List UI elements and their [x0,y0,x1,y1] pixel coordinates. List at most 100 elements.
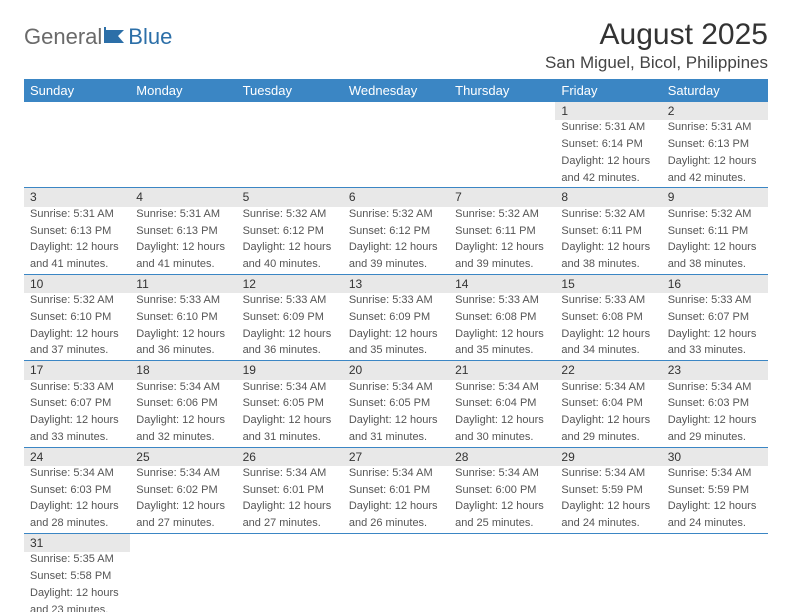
day-number: 7 [449,188,555,206]
sunrise-text: Sunrise: 5:34 AM [662,466,768,483]
sunrise-text: Sunrise: 5:32 AM [555,207,661,224]
calendar-cell: 14Sunrise: 5:33 AMSunset: 6:08 PMDayligh… [449,274,555,360]
day-number: 21 [449,361,555,379]
calendar-cell [237,102,343,188]
day-number: 31 [24,534,130,552]
sunset-text: Sunset: 6:10 PM [130,310,236,327]
brand-logo: General Blue [24,18,172,50]
day-number: 11 [130,275,236,293]
daylight2-text: and 27 minutes. [130,516,236,533]
weekday-header: Friday [555,79,661,102]
daylight1-text: Daylight: 12 hours [237,240,343,257]
daylight1-text: Daylight: 12 hours [449,240,555,257]
daylight2-text: and 31 minutes. [343,430,449,447]
sunrise-text: Sunrise: 5:33 AM [343,293,449,310]
daylight1-text: Daylight: 12 hours [343,240,449,257]
day-number: 30 [662,448,768,466]
day-number: 19 [237,361,343,379]
sunset-text: Sunset: 6:11 PM [662,224,768,241]
sunrise-text: Sunrise: 5:32 AM [237,207,343,224]
weekday-header: Sunday [24,79,130,102]
brand-part1: General [24,24,102,50]
calendar-cell: 31Sunrise: 5:35 AMSunset: 5:58 PMDayligh… [24,533,130,612]
day-number: 18 [130,361,236,379]
daylight2-text: and 37 minutes. [24,343,130,360]
daylight2-text: and 31 minutes. [237,430,343,447]
day-number: 12 [237,275,343,293]
sunset-text: Sunset: 6:00 PM [449,483,555,500]
day-number: 26 [237,448,343,466]
daylight2-text: and 42 minutes. [662,171,768,188]
calendar-cell: 4Sunrise: 5:31 AMSunset: 6:13 PMDaylight… [130,188,236,274]
daylight1-text: Daylight: 12 hours [555,327,661,344]
daylight1-text: Daylight: 12 hours [555,413,661,430]
sunrise-text: Sunrise: 5:32 AM [449,207,555,224]
calendar-cell: 18Sunrise: 5:34 AMSunset: 6:06 PMDayligh… [130,361,236,447]
daylight2-text: and 26 minutes. [343,516,449,533]
daylight2-text: and 41 minutes. [24,257,130,274]
sunrise-text: Sunrise: 5:34 AM [555,380,661,397]
daylight2-text: and 35 minutes. [449,343,555,360]
calendar-cell [130,102,236,188]
daylight1-text: Daylight: 12 hours [24,327,130,344]
day-number: 23 [662,361,768,379]
daylight1-text: Daylight: 12 hours [343,413,449,430]
calendar-cell: 24Sunrise: 5:34 AMSunset: 6:03 PMDayligh… [24,447,130,533]
daylight2-text: and 32 minutes. [130,430,236,447]
daylight2-text: and 33 minutes. [24,430,130,447]
daylight2-text: and 24 minutes. [555,516,661,533]
daylight2-text: and 35 minutes. [343,343,449,360]
sunrise-text: Sunrise: 5:33 AM [130,293,236,310]
flag-icon [104,27,126,43]
daylight1-text: Daylight: 12 hours [24,413,130,430]
day-number: 27 [343,448,449,466]
sunset-text: Sunset: 6:11 PM [555,224,661,241]
sunrise-text: Sunrise: 5:34 AM [343,466,449,483]
daylight1-text: Daylight: 12 hours [449,413,555,430]
day-number: 6 [343,188,449,206]
sunset-text: Sunset: 6:03 PM [662,396,768,413]
calendar-cell [449,102,555,188]
daylight1-text: Daylight: 12 hours [449,327,555,344]
sunrise-text: Sunrise: 5:32 AM [24,293,130,310]
sunset-text: Sunset: 6:02 PM [130,483,236,500]
calendar-cell: 17Sunrise: 5:33 AMSunset: 6:07 PMDayligh… [24,361,130,447]
daylight1-text: Daylight: 12 hours [24,586,130,603]
daylight2-text: and 38 minutes. [555,257,661,274]
day-number: 25 [130,448,236,466]
calendar-cell: 9Sunrise: 5:32 AMSunset: 6:11 PMDaylight… [662,188,768,274]
calendar-cell: 22Sunrise: 5:34 AMSunset: 6:04 PMDayligh… [555,361,661,447]
header-row: General Blue August 2025 San Miguel, Bic… [24,18,768,73]
daylight2-text: and 24 minutes. [662,516,768,533]
sunset-text: Sunset: 5:59 PM [662,483,768,500]
calendar-cell [343,533,449,612]
calendar-table: Sunday Monday Tuesday Wednesday Thursday… [24,79,768,612]
sunrise-text: Sunrise: 5:31 AM [24,207,130,224]
sunrise-text: Sunrise: 5:35 AM [24,552,130,569]
calendar-week-row: 31Sunrise: 5:35 AMSunset: 5:58 PMDayligh… [24,533,768,612]
calendar-week-row: 3Sunrise: 5:31 AMSunset: 6:13 PMDaylight… [24,188,768,274]
daylight1-text: Daylight: 12 hours [343,327,449,344]
day-number: 29 [555,448,661,466]
day-number: 24 [24,448,130,466]
calendar-cell: 20Sunrise: 5:34 AMSunset: 6:05 PMDayligh… [343,361,449,447]
sunset-text: Sunset: 6:10 PM [24,310,130,327]
calendar-cell: 30Sunrise: 5:34 AMSunset: 5:59 PMDayligh… [662,447,768,533]
sunrise-text: Sunrise: 5:34 AM [555,466,661,483]
sunrise-text: Sunrise: 5:34 AM [343,380,449,397]
calendar-cell: 11Sunrise: 5:33 AMSunset: 6:10 PMDayligh… [130,274,236,360]
title-block: August 2025 San Miguel, Bicol, Philippin… [545,18,768,73]
calendar-week-row: 10Sunrise: 5:32 AMSunset: 6:10 PMDayligh… [24,274,768,360]
day-number: 17 [24,361,130,379]
day-number: 20 [343,361,449,379]
sunrise-text: Sunrise: 5:32 AM [662,207,768,224]
sunrise-text: Sunrise: 5:34 AM [662,380,768,397]
sunrise-text: Sunrise: 5:33 AM [24,380,130,397]
daylight2-text: and 40 minutes. [237,257,343,274]
sunrise-text: Sunrise: 5:33 AM [449,293,555,310]
calendar-cell: 23Sunrise: 5:34 AMSunset: 6:03 PMDayligh… [662,361,768,447]
sunrise-text: Sunrise: 5:32 AM [343,207,449,224]
sunset-text: Sunset: 6:04 PM [449,396,555,413]
calendar-body: 1Sunrise: 5:31 AMSunset: 6:14 PMDaylight… [24,102,768,612]
day-number: 14 [449,275,555,293]
